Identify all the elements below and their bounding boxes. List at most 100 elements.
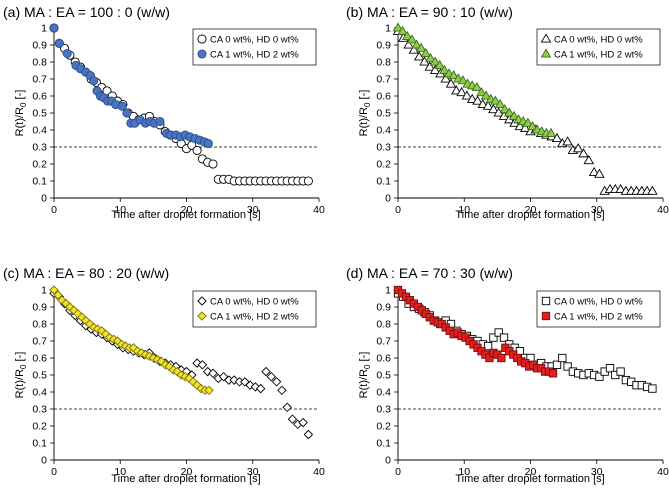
data-point [439,64,450,75]
data-point [499,104,510,114]
data-point [588,166,600,177]
y-tick-label: 0.2 [32,159,47,171]
y-axis-label-subscript: 0 [19,102,28,107]
x-axis-label: Time after droplet formation [s] [455,473,604,485]
panel-title: (b) MA : EA = 90 : 10 (w/w) [346,4,513,20]
y-axis-label: R(t)/R0 [-] [358,352,372,399]
data-point [448,70,459,80]
data-point [117,101,127,111]
y-axis-label: R(t)/R0 [-] [358,90,372,137]
data-point [499,333,509,342]
data-point [434,59,446,69]
y-tick-label: 0.9 [32,302,47,314]
data-point [605,364,615,373]
x-tick-label: 20 [181,466,193,478]
y-tick-label: 0.1 [376,176,391,188]
y-tick-label: 0.3 [376,142,391,154]
y-axis-label-main: R(t)/R [14,107,26,136]
legend-label: CA 1 wt%, HD 2 wt% [210,49,299,60]
data-point [408,44,420,54]
y-tick-label: 0.1 [32,176,47,188]
data-point [522,117,534,127]
y-tick-label: 1 [41,285,47,297]
x-tick-label: 40 [313,466,325,478]
data-point [461,90,473,100]
data-point [615,183,626,194]
chart-panel-3: (d) MA : EA = 70 : 30 (w/w) 0 0.1 0.2 0.3 0.4… [346,265,669,485]
y-tick-label: 0.8 [376,57,391,69]
y-tick-label: 0.6 [32,353,47,365]
data-point [477,98,489,109]
legend: CA 0 wt%, HD 0 wt% CA 1 wt%, HD 2 wt% [536,290,661,328]
y-tick-label: 0.4 [32,387,47,399]
data-point [261,366,271,377]
legend-label: CA 1 wt%, HD 2 wt% [210,311,299,322]
y-tick-label: 0.3 [32,404,47,416]
data-point [54,38,64,48]
data-point [192,145,202,155]
data-point [647,185,658,195]
data-point [271,377,282,387]
y-tick-label: 0.5 [376,370,391,382]
x-tick-label: 30 [591,204,603,216]
data-point [122,108,132,118]
data-point [406,34,418,44]
y-tick-label: 0.6 [376,353,391,365]
data-point [277,385,287,396]
data-point [303,176,313,186]
legend-marker [541,296,551,306]
data-point [202,366,213,377]
y-tick-label: 0.2 [376,421,391,433]
legend-marker [540,33,552,43]
data-point [551,132,563,143]
x-tick-label: 0 [395,204,401,216]
data-point [594,168,605,178]
y-axis-label: R(t)/R0 [-] [14,90,28,137]
y-tick-label: 0.3 [376,404,391,416]
panel-title: (d) MA : EA = 70 : 30 (w/w) [346,265,513,281]
series-1 [49,23,213,149]
y-tick-label: 0.9 [32,40,47,52]
y-tick-label: 1 [385,285,391,297]
data-point [616,367,625,376]
legend-marker [197,49,207,59]
legend-label: CA 0 wt%, HD 0 wt% [210,34,299,45]
y-tick-label: 1 [385,23,391,35]
legend-marker [197,34,207,44]
data-point [203,139,213,149]
data-point [298,417,308,428]
legend: CA 0 wt%, HD 0 wt% CA 1 wt%, HD 2 wt% [536,28,661,66]
y-axis-label-main: R(t)/R [358,369,370,398]
x-tick-label: 20 [525,204,537,216]
legend-marker [197,296,207,306]
data-point [255,383,266,394]
x-axis-label: Time after droplet formation [s] [111,209,260,221]
chart-panel-0: (a) MA : EA = 100 : 0 (w/w) 0 0.1 0.2 0.3 0.4… [3,4,325,221]
data-point [425,53,436,63]
data-point [49,23,59,33]
data-point [456,87,467,97]
data-point [424,61,436,71]
x-tick-label: 0 [51,466,57,478]
data-point [563,362,572,371]
data-point [397,25,408,35]
y-axis-label-subscript: 0 [363,364,372,369]
legend-label: CA 0 wt%, HD 0 wt% [554,34,643,45]
y-axis-label: R(t)/R0 [-] [14,352,28,399]
legend-box [192,28,317,66]
data-point [401,30,413,41]
data-point [266,371,277,382]
y-tick-label: 0 [41,455,47,467]
data-point [648,384,657,393]
data-point [472,95,483,105]
y-tick-label: 0.4 [376,387,391,399]
data-point [53,290,63,300]
data-point [471,81,483,92]
x-tick-label: 40 [313,204,325,216]
x-tick-label: 10 [458,466,470,478]
y-tick-label: 0.6 [32,91,47,103]
data-point [545,127,557,137]
data-point [208,159,218,169]
data-point [287,414,298,424]
x-tick-label: 10 [114,466,126,478]
